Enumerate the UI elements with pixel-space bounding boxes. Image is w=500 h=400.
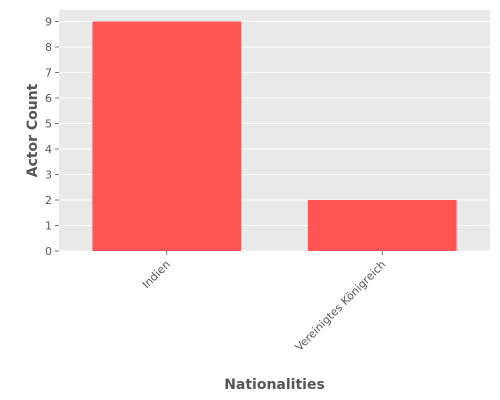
y-tick-label: 1 [45,219,52,232]
y-tick-label: 7 [45,66,52,79]
y-tick-label: 9 [45,15,52,28]
x-tick-label: Indien [140,258,173,291]
y-axis-ticks: 0 1 2 3 4 5 6 7 8 9 [45,15,59,258]
bars [92,21,457,251]
y-tick-label: 0 [45,245,52,258]
y-axis-title: Actor Count [25,83,41,177]
y-tick-label: 3 [45,168,52,181]
bar-1 [307,199,457,251]
y-tick-label: 8 [45,41,52,54]
y-tick-label: 2 [45,194,52,207]
y-tick-label: 4 [45,143,52,156]
x-axis-title: Nationalities [224,377,325,393]
y-tick-label: 5 [45,117,52,130]
x-tick-label: Vereinigtes Königreich [293,258,389,354]
x-axis-ticks: Indien Vereinigtes Königreich [140,251,389,354]
y-tick-label: 6 [45,92,52,105]
bar-0 [92,21,242,251]
